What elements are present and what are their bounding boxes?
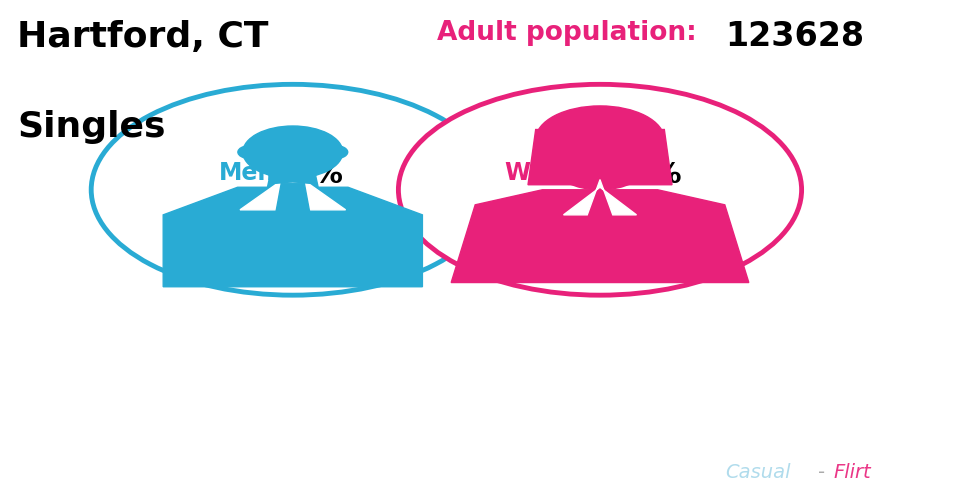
Circle shape <box>398 85 802 296</box>
Polygon shape <box>528 130 672 185</box>
Circle shape <box>238 146 263 159</box>
Text: -: - <box>818 462 825 481</box>
Polygon shape <box>163 188 422 287</box>
Polygon shape <box>240 184 293 210</box>
Text: Casual: Casual <box>725 462 790 481</box>
Polygon shape <box>293 184 346 210</box>
Circle shape <box>323 146 348 159</box>
Circle shape <box>243 127 343 179</box>
Text: Adult population:: Adult population: <box>437 20 697 46</box>
Polygon shape <box>272 184 314 256</box>
Polygon shape <box>451 190 749 283</box>
Circle shape <box>91 85 494 296</box>
Text: Hartford, CT: Hartford, CT <box>17 20 269 54</box>
Polygon shape <box>268 168 318 188</box>
Text: 47%: 47% <box>274 160 344 188</box>
Text: Flirt: Flirt <box>833 462 871 481</box>
Text: 123628: 123628 <box>725 20 864 53</box>
Text: Men:: Men: <box>219 160 284 184</box>
Circle shape <box>554 142 646 190</box>
Text: 52%: 52% <box>612 160 682 188</box>
Text: Women:: Women: <box>504 160 612 184</box>
Text: Singles: Singles <box>17 110 166 144</box>
Polygon shape <box>564 180 600 215</box>
Polygon shape <box>600 180 636 215</box>
Circle shape <box>536 107 664 174</box>
